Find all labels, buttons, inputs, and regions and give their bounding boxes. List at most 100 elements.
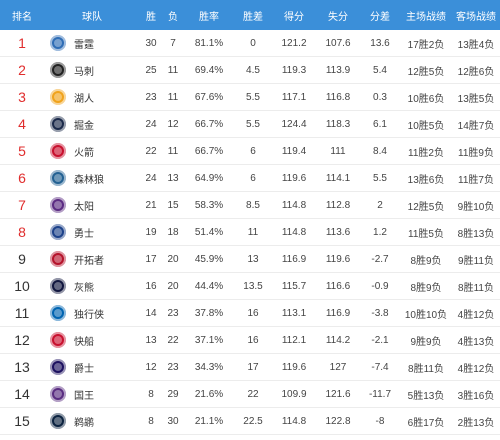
table-row[interactable]: 6 森林狼 24 13 64.9% 6 119.6 114.1 5.5 13胜6负 11胜7负: [0, 165, 500, 192]
losses-cell: 11: [162, 138, 184, 165]
away-record-cell: 11胜9负: [452, 138, 500, 165]
points-for-cell: 113.1: [272, 300, 316, 327]
team-cell: 湖人: [44, 84, 140, 111]
header-wins: 胜: [140, 0, 162, 30]
table-row[interactable]: 2 马刺 25 11 69.4% 4.5 119.3 113.9 5.4 12胜5负 12胜6负: [0, 57, 500, 84]
away-record-cell: 4胜12负: [452, 300, 500, 327]
team-logo-icon: [50, 35, 66, 51]
team-name[interactable]: 太阳: [74, 198, 94, 213]
team-name[interactable]: 开拓者: [74, 252, 104, 267]
home-record-cell: 10胜6负: [400, 84, 452, 111]
points-for-cell: 112.1: [272, 327, 316, 354]
losses-cell: 15: [162, 192, 184, 219]
table-row[interactable]: 8 勇士 19 18 51.4% 11 114.8 113.6 1.2 11胜5负 8胜13负: [0, 219, 500, 246]
points-for-cell: 116.9: [272, 246, 316, 273]
table-row[interactable]: 5 火箭 22 11 66.7% 6 119.4 111 8.4 11胜2负 11胜9负: [0, 138, 500, 165]
table-row[interactable]: 4 掘金 24 12 66.7% 5.5 124.4 118.3 6.1 10胜5负 14胜7负: [0, 111, 500, 138]
wins-cell: 25: [140, 57, 162, 84]
losses-cell: 29: [162, 381, 184, 408]
games-behind-cell: 6: [234, 165, 272, 192]
team-logo-icon: [50, 332, 66, 348]
home-record-cell: 13胜6负: [400, 165, 452, 192]
header-away-record: 客场战绩: [452, 0, 500, 30]
home-record-cell: 12胜5负: [400, 57, 452, 84]
games-behind-cell: 6: [234, 138, 272, 165]
table-row[interactable]: 3 湖人 23 11 67.6% 5.5 117.1 116.8 0.3 10胜6负 13胜5负: [0, 84, 500, 111]
table-row[interactable]: 13 爵士 12 23 34.3% 17 119.6 127 -7.4 8胜11负 4胜12负: [0, 354, 500, 381]
wins-cell: 13: [140, 327, 162, 354]
table-row[interactable]: 11 独行侠 14 23 37.8% 16 113.1 116.9 -3.8 10胜10负 4胜12…: [0, 300, 500, 327]
home-record-cell: 8胜9负: [400, 273, 452, 300]
team-name[interactable]: 灰熊: [74, 279, 94, 294]
wins-cell: 24: [140, 111, 162, 138]
losses-cell: 11: [162, 57, 184, 84]
games-behind-cell: 16: [234, 327, 272, 354]
wins-cell: 19: [140, 219, 162, 246]
team-cell: 火箭: [44, 138, 140, 165]
wins-cell: 30: [140, 30, 162, 57]
losses-cell: 23: [162, 300, 184, 327]
away-record-cell: 3胜16负: [452, 381, 500, 408]
table-row[interactable]: 10 灰熊 16 20 44.4% 13.5 115.7 116.6 -0.9 8胜9负 8胜11负: [0, 273, 500, 300]
team-name[interactable]: 火箭: [74, 144, 94, 159]
team-logo-icon: [50, 224, 66, 240]
point-diff-cell: 8.4: [360, 138, 400, 165]
team-name[interactable]: 爵士: [74, 360, 94, 375]
points-for-cell: 109.9: [272, 381, 316, 408]
win-pct-cell: 21.6%: [184, 381, 234, 408]
games-behind-cell: 17: [234, 354, 272, 381]
header-team: 球队: [44, 0, 140, 30]
points-against-cell: 111: [316, 138, 360, 165]
points-against-cell: 121.6: [316, 381, 360, 408]
team-name[interactable]: 勇士: [74, 225, 94, 240]
team-logo-icon: [50, 359, 66, 375]
team-name[interactable]: 独行侠: [74, 306, 104, 321]
away-record-cell: 9胜10负: [452, 192, 500, 219]
home-record-cell: 8胜9负: [400, 246, 452, 273]
team-logo-icon: [50, 170, 66, 186]
team-name[interactable]: 森林狼: [74, 171, 104, 186]
home-record-cell: 11胜2负: [400, 138, 452, 165]
team-name[interactable]: 雷霆: [74, 36, 94, 51]
away-record-cell: 13胜4负: [452, 30, 500, 57]
team-logo-icon: [50, 89, 66, 105]
rank-cell: 8: [0, 219, 44, 246]
rank-cell: 1: [0, 30, 44, 57]
team-name[interactable]: 快船: [74, 333, 94, 348]
team-cell: 独行侠: [44, 300, 140, 327]
point-diff-cell: 13.6: [360, 30, 400, 57]
wins-cell: 14: [140, 300, 162, 327]
team-logo-icon: [50, 413, 66, 429]
table-row[interactable]: 9 开拓者 17 20 45.9% 13 116.9 119.6 -2.7 8胜9负 9胜11负: [0, 246, 500, 273]
table-row[interactable]: 14 国王 8 29 21.6% 22 109.9 121.6 -11.7 5胜13负 3胜16负: [0, 381, 500, 408]
team-name[interactable]: 湖人: [74, 90, 94, 105]
team-logo-icon: [50, 143, 66, 159]
team-name[interactable]: 掘金: [74, 117, 94, 132]
wins-cell: 12: [140, 354, 162, 381]
table-body: 1 雷霆 30 7 81.1% 0 121.2 107.6 13.6 17胜2负 13胜4负 2 马刺 2…: [0, 30, 500, 435]
team-name[interactable]: 国王: [74, 387, 94, 402]
points-against-cell: 119.6: [316, 246, 360, 273]
table-row[interactable]: 7 太阳 21 15 58.3% 8.5 114.8 112.8 2 12胜5负 9胜10负: [0, 192, 500, 219]
points-for-cell: 114.8: [272, 219, 316, 246]
points-for-cell: 119.3: [272, 57, 316, 84]
point-diff-cell: -8: [360, 408, 400, 435]
point-diff-cell: 6.1: [360, 111, 400, 138]
table-row[interactable]: 1 雷霆 30 7 81.1% 0 121.2 107.6 13.6 17胜2负 13胜4负: [0, 30, 500, 57]
team-cell: 爵士: [44, 354, 140, 381]
win-pct-cell: 64.9%: [184, 165, 234, 192]
win-pct-cell: 66.7%: [184, 111, 234, 138]
games-behind-cell: 5.5: [234, 84, 272, 111]
team-name[interactable]: 马刺: [74, 63, 94, 78]
win-pct-cell: 66.7%: [184, 138, 234, 165]
home-record-cell: 12胜5负: [400, 192, 452, 219]
table-row[interactable]: 15 鹈鹕 8 30 21.1% 22.5 114.8 122.8 -8 6胜17负 2胜13负: [0, 408, 500, 435]
point-diff-cell: -11.7: [360, 381, 400, 408]
games-behind-cell: 13: [234, 246, 272, 273]
team-logo-icon: [50, 305, 66, 321]
table-row[interactable]: 12 快船 13 22 37.1% 16 112.1 114.2 -2.1 9胜9负 4胜13负: [0, 327, 500, 354]
away-record-cell: 12胜6负: [452, 57, 500, 84]
points-for-cell: 119.6: [272, 165, 316, 192]
header-losses: 负: [162, 0, 184, 30]
team-name[interactable]: 鹈鹕: [74, 414, 94, 429]
